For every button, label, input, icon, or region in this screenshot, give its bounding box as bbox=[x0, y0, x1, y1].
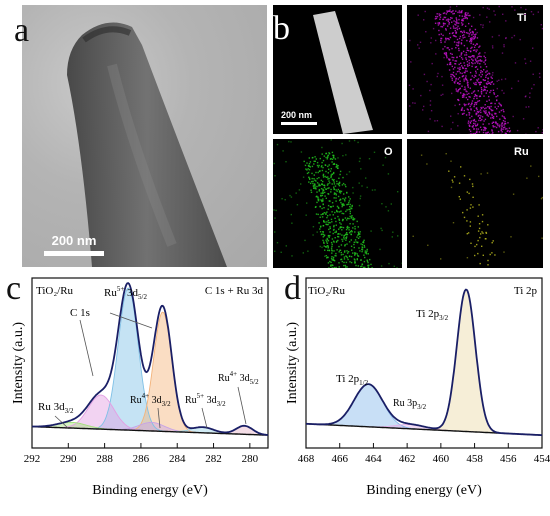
x-tick-label: 462 bbox=[399, 453, 416, 465]
arrow-ru4-52 bbox=[237, 386, 247, 425]
nanotube-body bbox=[67, 22, 227, 267]
peak-label-ru4-32: Ru4+ 3d3/2 bbox=[130, 392, 171, 408]
x-tick-label: 460 bbox=[433, 453, 450, 465]
x-tick-label: 286 bbox=[133, 453, 150, 465]
panel-a-letter: a bbox=[14, 12, 30, 49]
arrow-ru4-32 bbox=[157, 407, 161, 429]
x-tick-label: 466 bbox=[331, 453, 348, 465]
background-line bbox=[31, 425, 269, 436]
component-fill-4 bbox=[32, 422, 268, 436]
ylabel-c: Intensity (a.u.) bbox=[11, 322, 26, 404]
x-tick-label: 458 bbox=[466, 453, 483, 465]
arrow-c1s-2 bbox=[109, 312, 153, 329]
sample-label-d: TiO₂/Ru bbox=[308, 285, 346, 297]
scale-bar-b bbox=[281, 122, 317, 125]
x-tick-label: 456 bbox=[500, 453, 517, 465]
xps-chart-d: 468 466 464 462 460 458 456 454 Binding energy … bbox=[285, 277, 550, 498]
peak-label-ru4-52: Ru4+ 3d5/2 bbox=[218, 370, 259, 386]
o-map bbox=[273, 139, 402, 268]
region-label-c: C 1s + Ru 3d bbox=[205, 285, 264, 297]
haadf-image bbox=[273, 5, 402, 134]
ylabel-d: Intensity (a.u.) bbox=[285, 322, 300, 404]
ti-map bbox=[407, 5, 543, 134]
panel-d-letter: d bbox=[284, 270, 301, 307]
panel-c-letter: c bbox=[6, 270, 22, 307]
plot-frame-d bbox=[305, 277, 543, 449]
envelope-line bbox=[306, 288, 543, 437]
peak-label-ru32: Ru 3d3/2 bbox=[38, 401, 74, 415]
x-tick-label: 468 bbox=[298, 453, 315, 465]
xlabel-d: Binding energy (eV) bbox=[366, 483, 482, 498]
component-fill-1 bbox=[306, 384, 542, 436]
o-map-dots bbox=[273, 139, 402, 268]
x-tick-label: 284 bbox=[169, 453, 186, 465]
peak-label-ti12: Ti 2p1/2 bbox=[336, 373, 369, 387]
tem-image bbox=[22, 5, 267, 267]
ru-map-dots bbox=[412, 153, 543, 266]
peak-label-c1s: C 1s bbox=[70, 307, 90, 319]
peak-label-ti32: Ti 2p3/2 bbox=[416, 308, 449, 322]
xps-chart-c: 292 290 288 286 284 282 280 Binding energy (eV… bbox=[11, 277, 269, 498]
arrow-ru32 bbox=[54, 415, 69, 429]
ti-map-label: Ti bbox=[517, 12, 527, 24]
xlabel-c: Binding energy (eV) bbox=[92, 483, 208, 498]
ru-map bbox=[407, 139, 543, 268]
x-tick-label: 454 bbox=[534, 453, 550, 465]
region-label-d: Ti 2p bbox=[514, 285, 538, 297]
scale-bar-a bbox=[44, 251, 104, 256]
x-tick-label: 292 bbox=[24, 453, 41, 465]
sample-label-c: TiO₂/Ru bbox=[36, 285, 74, 297]
envelope-line bbox=[32, 282, 269, 436]
peak-label-ru3p: Ru 3p3/2 bbox=[393, 398, 427, 411]
component-fill-2 bbox=[32, 395, 268, 436]
o-map-label: O bbox=[384, 146, 393, 158]
ru-map-label: Ru bbox=[514, 146, 529, 158]
panel-b-letter: b bbox=[273, 10, 290, 47]
tem-nanotube bbox=[67, 22, 227, 267]
scale-bar-label-b: 200 nm bbox=[281, 110, 313, 120]
arrow-c1s-1 bbox=[79, 319, 94, 377]
x-tick-label: 464 bbox=[365, 453, 382, 465]
arrow-ru5-32 bbox=[201, 407, 208, 429]
plot-frame-c bbox=[31, 277, 269, 449]
x-tick-label: 288 bbox=[96, 453, 113, 465]
peak-label-ru5-52: Ru5+ 3d5/2 bbox=[104, 285, 147, 301]
scale-bar-label-a: 200 nm bbox=[51, 233, 97, 248]
x-tick-label: 280 bbox=[242, 453, 259, 465]
peak-label-ru5-32: Ru5+ 3d3/2 bbox=[185, 392, 226, 408]
x-tick-label: 290 bbox=[60, 453, 77, 465]
x-tick-label: 282 bbox=[205, 453, 222, 465]
component-fill-1 bbox=[32, 312, 268, 436]
ti-map-dots bbox=[408, 5, 543, 134]
